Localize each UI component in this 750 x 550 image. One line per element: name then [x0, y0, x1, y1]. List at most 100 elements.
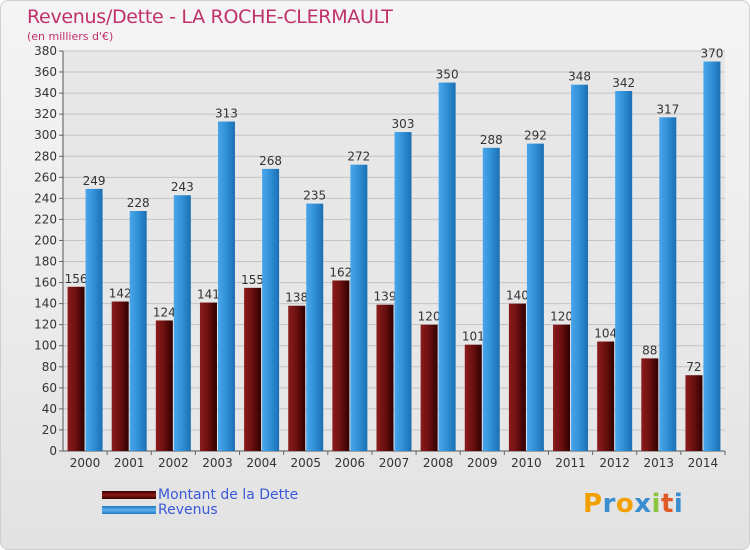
x-tick-label: 2008 [423, 456, 454, 470]
bar-dette [464, 344, 482, 451]
legend-label-debt: Montant de la Dette [158, 487, 299, 503]
x-tick-label: 2007 [379, 456, 410, 470]
x-tick-label: 2011 [555, 456, 586, 470]
bar-dette [288, 305, 306, 451]
data-label-dette: 141 [197, 288, 220, 302]
data-label-dette: 120 [550, 310, 573, 324]
data-label-revenus: 268 [259, 154, 282, 168]
logo-letter: i [673, 489, 684, 519]
bar-revenus [659, 117, 677, 451]
data-label-dette: 124 [153, 305, 176, 319]
y-tick-label: 200 [34, 233, 57, 247]
x-tick-label: 2002 [158, 456, 189, 470]
data-label-dette: 104 [594, 327, 617, 341]
chart-subtitle: (en milliers d'€) [27, 30, 114, 43]
bar-revenus [482, 147, 500, 451]
bar-revenus [703, 61, 721, 452]
y-tick-label: 0 [49, 444, 57, 458]
logo-letter: o [615, 489, 635, 519]
y-tick-label: 340 [34, 86, 57, 100]
bar-revenus [306, 203, 324, 451]
data-label-dette: 155 [241, 273, 264, 287]
y-tick-label: 120 [34, 318, 57, 332]
data-label-revenus: 350 [436, 68, 459, 82]
y-tick-label: 60 [42, 381, 57, 395]
y-tick-label: 80 [42, 360, 57, 374]
data-label-dette: 139 [374, 290, 397, 304]
bar-dette [244, 287, 262, 451]
y-tick-label: 180 [34, 255, 57, 269]
x-tick-label: 2001 [114, 456, 145, 470]
y-tick-label: 40 [42, 402, 57, 416]
bar-dette [155, 320, 173, 451]
logo-letter: t [660, 489, 674, 519]
data-label-dette: 88 [642, 343, 657, 357]
y-tick-label: 260 [34, 170, 57, 184]
bar-revenus [129, 211, 147, 451]
x-tick-label: 2009 [467, 456, 498, 470]
data-label-revenus: 228 [127, 196, 150, 210]
legend-swatch-debt [102, 491, 156, 499]
legend-swatch-revenue [102, 506, 156, 514]
data-label-revenus: 348 [568, 70, 591, 84]
legend-label-revenue: Revenus [158, 502, 218, 518]
logo-letter: i [651, 489, 661, 519]
data-label-revenus: 317 [656, 102, 679, 116]
legend-item-revenue: Revenus [102, 503, 298, 517]
data-label-dette: 101 [462, 330, 485, 344]
bar-dette [376, 304, 394, 451]
bar-dette [597, 341, 615, 451]
x-tick-label: 2012 [599, 456, 630, 470]
x-tick-label: 2005 [290, 456, 321, 470]
bar-dette [67, 286, 85, 451]
y-tick-label: 240 [34, 191, 57, 205]
bar-dette [199, 302, 217, 451]
data-label-revenus: 342 [612, 76, 635, 90]
data-label-revenus: 249 [83, 174, 106, 188]
bar-revenus [173, 195, 191, 451]
data-label-revenus: 235 [303, 189, 326, 203]
y-tick-label: 280 [34, 149, 57, 163]
bar-dette [553, 324, 571, 451]
bar-dette [641, 358, 659, 451]
y-tick-label: 20 [42, 423, 57, 437]
logo-letter: x [634, 489, 652, 519]
data-label-dette: 156 [65, 272, 88, 286]
y-tick-label: 360 [34, 65, 57, 79]
bar-dette [685, 375, 703, 451]
data-label-dette: 138 [285, 291, 308, 305]
x-tick-label: 2010 [511, 456, 542, 470]
y-tick-label: 160 [34, 276, 57, 290]
logo-letter: r [602, 489, 616, 519]
bar-revenus [85, 188, 103, 452]
x-tick-label: 2000 [70, 456, 101, 470]
data-label-revenus: 243 [171, 180, 194, 194]
x-tick-label: 2003 [202, 456, 233, 470]
bar-revenus [217, 121, 235, 452]
y-tick-label: 300 [34, 128, 57, 142]
bar-dette [420, 324, 438, 451]
data-label-revenus: 370 [700, 47, 723, 61]
y-tick-label: 220 [34, 212, 57, 226]
y-tick-label: 320 [34, 107, 57, 121]
y-tick-label: 140 [34, 297, 57, 311]
plot-area [63, 51, 725, 451]
bar-revenus [615, 91, 633, 451]
data-label-revenus: 292 [524, 129, 547, 143]
bar-revenus [394, 132, 412, 452]
y-tick-label: 380 [34, 44, 57, 58]
bar-dette [508, 303, 526, 451]
y-tick-label: 100 [34, 339, 57, 353]
bar-dette [111, 301, 129, 451]
chart-title: Revenus/Dette - LA ROCHE-CLERMAULT [27, 6, 393, 28]
x-tick-label: 2013 [644, 456, 675, 470]
bar-revenus [262, 168, 280, 452]
data-label-revenus: 303 [392, 117, 415, 131]
bar-revenus [438, 82, 456, 451]
data-label-dette: 142 [109, 287, 132, 301]
data-label-revenus: 288 [480, 133, 503, 147]
data-label-dette: 162 [329, 265, 352, 279]
bar-revenus [526, 143, 544, 451]
